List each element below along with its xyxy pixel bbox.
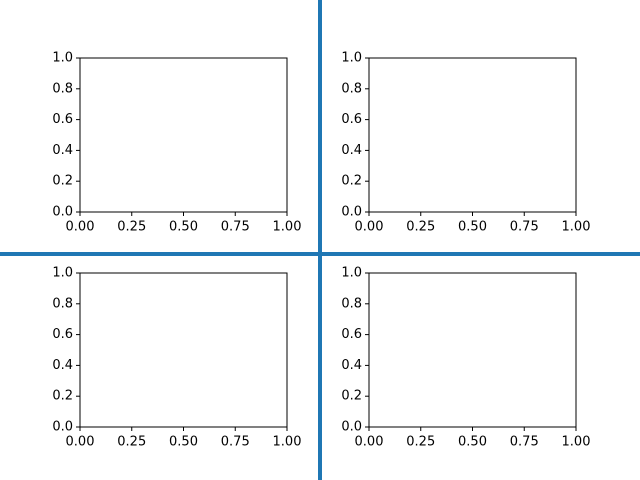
x-tick-label: 0.00 [66, 220, 95, 235]
x-tick-label: 0.75 [221, 435, 250, 450]
x-tick-label: 0.75 [510, 435, 539, 450]
x-tick-label: 0.25 [406, 220, 435, 235]
x-tick-label: 0.25 [117, 220, 146, 235]
y-tick-label: 0.6 [341, 327, 362, 342]
y-tick-label: 0.2 [52, 389, 73, 404]
x-tick-label: 0.50 [169, 220, 198, 235]
x-tick-label: 1.00 [562, 220, 591, 235]
x-tick-label: 1.00 [273, 220, 302, 235]
y-tick-label: 0.8 [341, 81, 362, 96]
y-tick-label: 1.0 [341, 266, 362, 281]
y-tick-label: 0.0 [341, 420, 362, 435]
y-tick-label: 0.8 [52, 81, 73, 96]
y-tick-label: 1.0 [52, 266, 73, 281]
y-tick-label: 0.0 [341, 205, 362, 220]
y-tick-label: 0.6 [52, 112, 73, 127]
y-tick-label: 0.4 [341, 143, 362, 158]
x-tick-label: 0.75 [221, 220, 250, 235]
x-tick-label: 0.25 [406, 435, 435, 450]
y-tick-label: 0.2 [341, 389, 362, 404]
y-tick-label: 0.4 [52, 358, 73, 373]
y-tick-label: 0.2 [341, 174, 362, 189]
y-tick-label: 0.0 [52, 205, 73, 220]
x-tick-label: 0.50 [169, 435, 198, 450]
y-tick-label: 0.8 [52, 296, 73, 311]
x-tick-label: 0.50 [458, 220, 487, 235]
y-tick-label: 0.6 [341, 112, 362, 127]
y-tick-label: 0.4 [341, 358, 362, 373]
x-tick-label: 0.50 [458, 435, 487, 450]
y-tick-label: 0.2 [52, 174, 73, 189]
x-tick-label: 1.00 [562, 435, 591, 450]
x-tick-label: 1.00 [273, 435, 302, 450]
y-tick-label: 0.8 [341, 296, 362, 311]
x-tick-label: 0.00 [355, 435, 384, 450]
y-tick-label: 1.0 [52, 51, 73, 66]
x-tick-label: 0.25 [117, 435, 146, 450]
y-tick-label: 0.4 [52, 143, 73, 158]
x-tick-label: 0.00 [355, 220, 384, 235]
y-tick-label: 1.0 [341, 51, 362, 66]
y-tick-label: 0.0 [52, 420, 73, 435]
y-tick-label: 0.6 [52, 327, 73, 342]
x-tick-label: 0.00 [66, 435, 95, 450]
x-tick-label: 0.75 [510, 220, 539, 235]
